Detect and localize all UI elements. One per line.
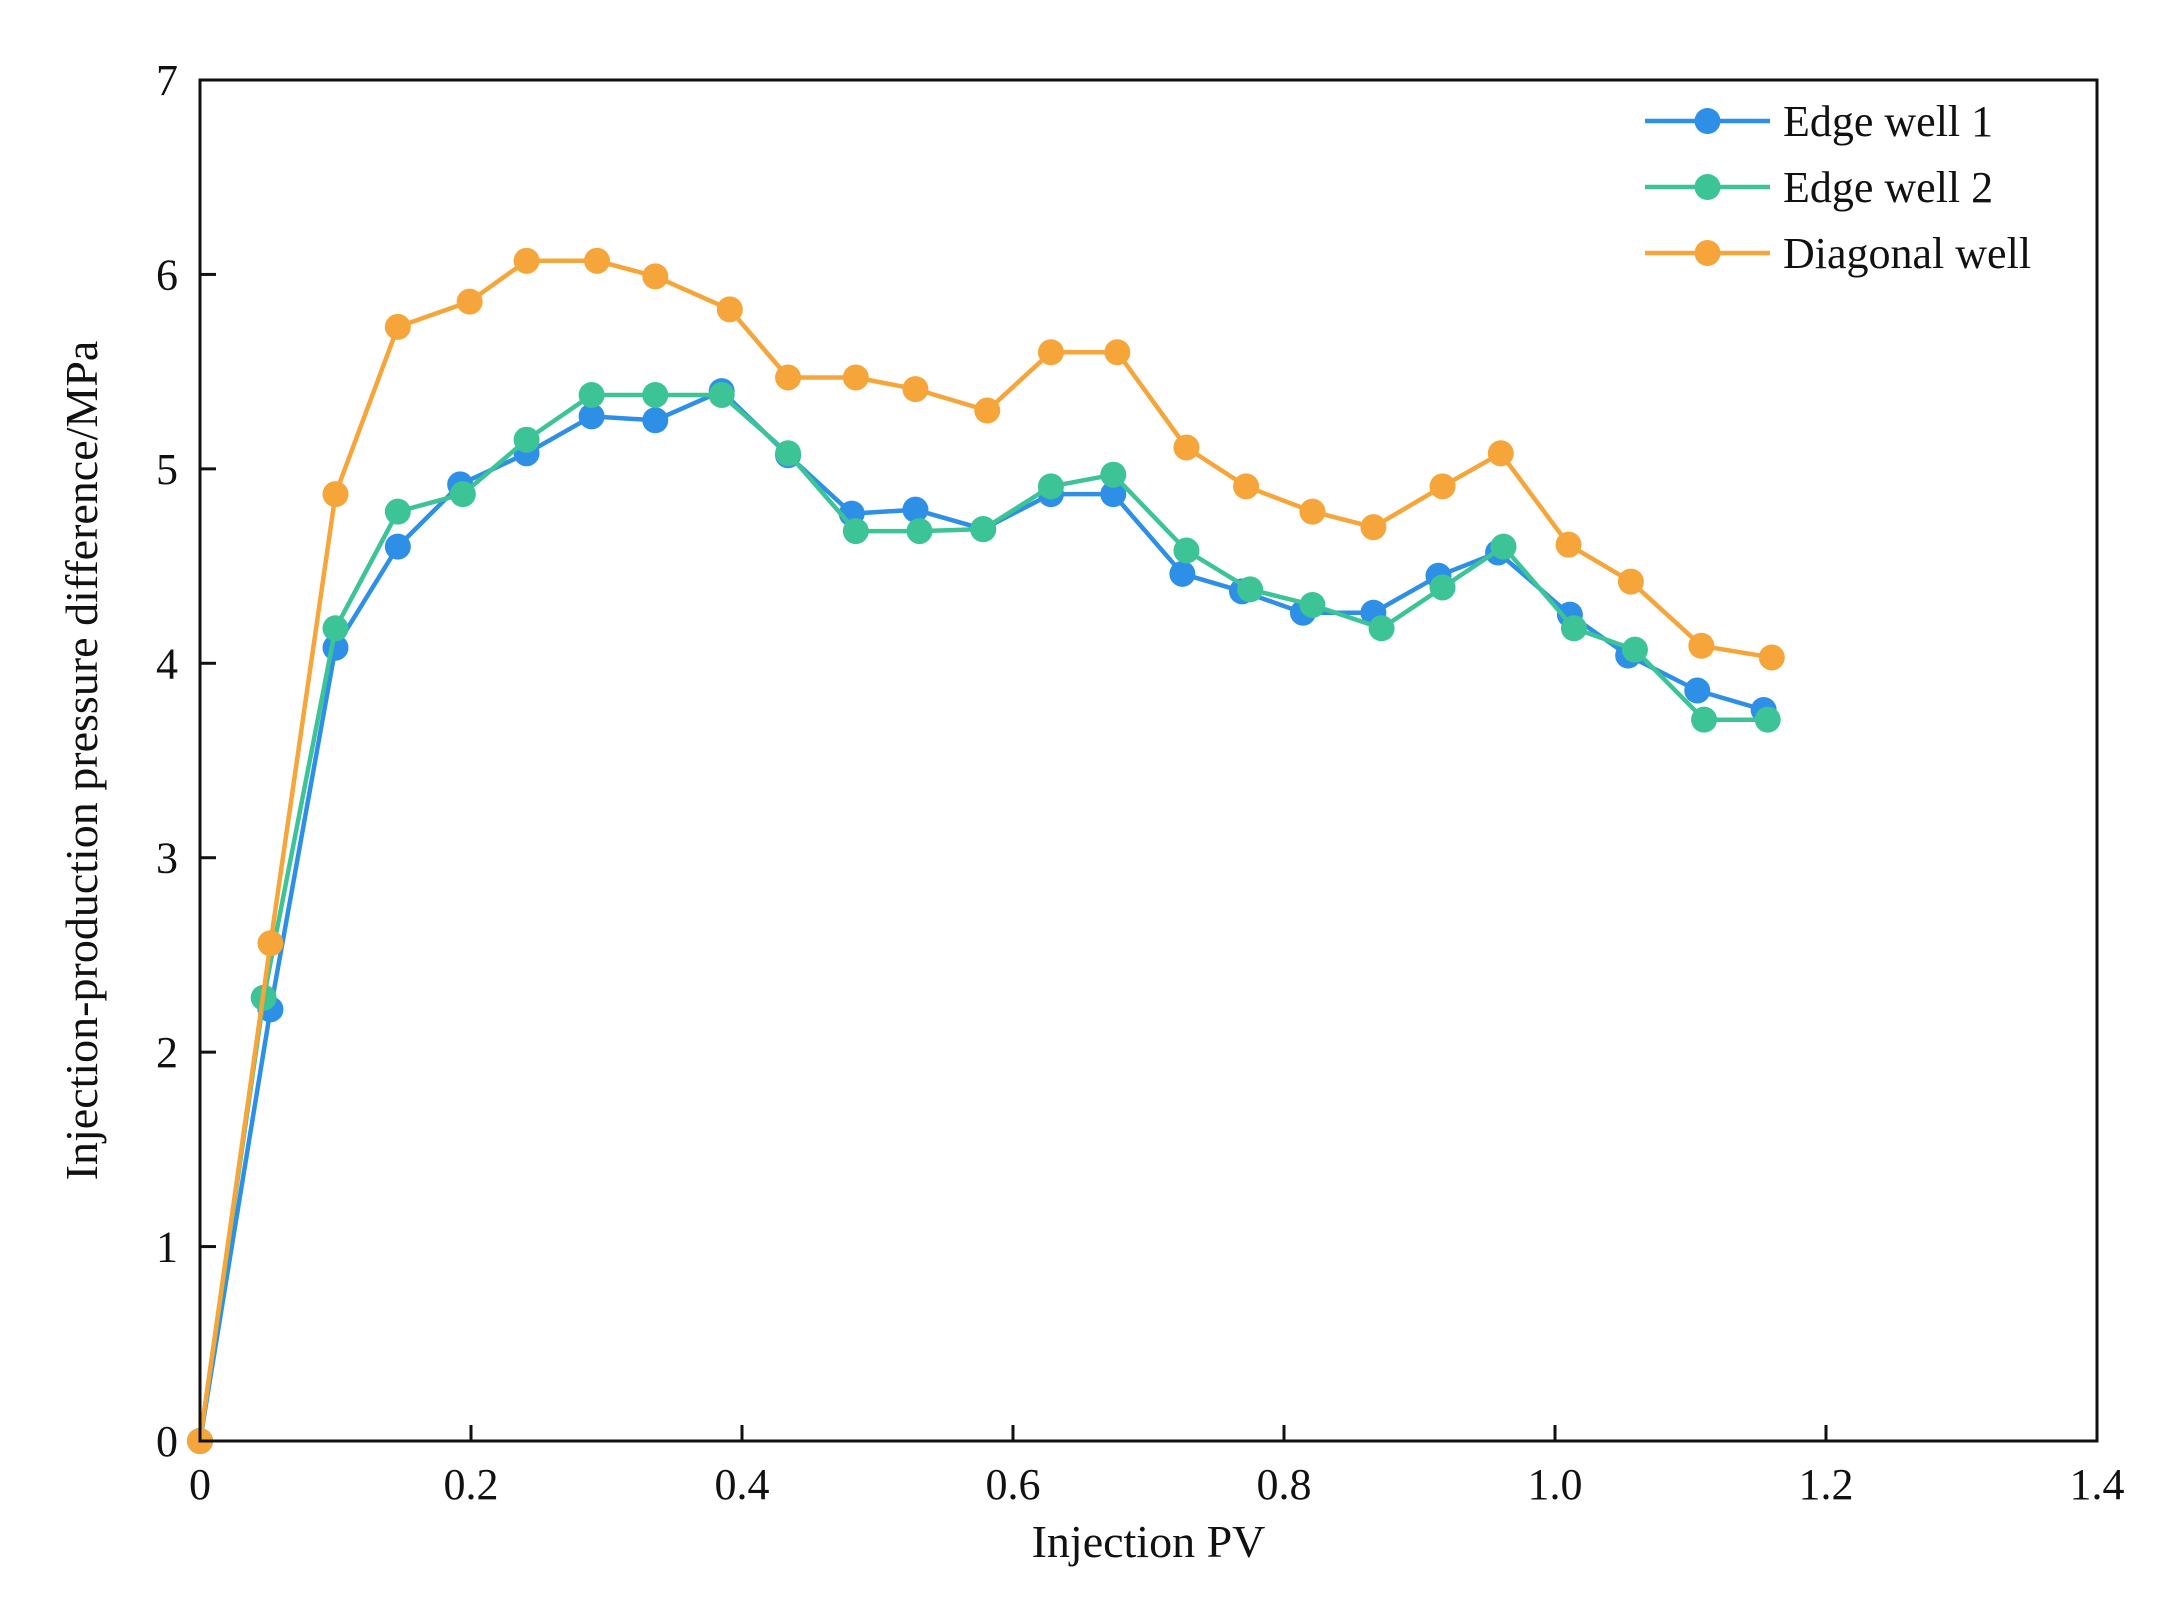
data-point (642, 263, 669, 290)
data-point (642, 381, 669, 408)
y-tick-label: 2 (156, 1028, 178, 1077)
legend-marker (1694, 108, 1721, 134)
data-point (1104, 339, 1131, 366)
data-point (322, 481, 349, 508)
data-point (1560, 615, 1587, 642)
x-tick-label: 1.2 (1799, 1460, 1854, 1509)
data-point (775, 364, 802, 391)
data-point (1368, 615, 1395, 642)
y-axis-title: Injection-production pressure difference… (56, 341, 107, 1181)
data-point (1758, 644, 1785, 671)
data-point (1173, 434, 1200, 461)
series-layer (187, 247, 1785, 1454)
data-point (1169, 560, 1196, 587)
legend-label: Edge well 1 (1783, 97, 1993, 146)
y-tick-label: 5 (156, 445, 178, 494)
legend-label: Diagonal well (1783, 229, 2031, 278)
data-point (1299, 591, 1326, 618)
y-tick-label: 1 (156, 1223, 178, 1272)
data-point (842, 518, 869, 545)
data-point (449, 481, 476, 508)
plot-frame (198, 78, 2099, 1443)
data-point (384, 313, 411, 340)
data-point (1684, 677, 1711, 704)
data-point (775, 440, 802, 467)
data-point (1037, 473, 1064, 500)
data-point (842, 364, 869, 391)
data-point (584, 247, 611, 274)
data-point (1173, 537, 1200, 564)
x-tick-label: 1.4 (2070, 1460, 2125, 1509)
data-point (1299, 498, 1326, 525)
axes-layer: 0 0.2 0.4 0.6 0.8 1.0 1.2 1.4 0 1 2 3 4 5 6 7 (156, 56, 2125, 1509)
data-point (257, 930, 284, 957)
x-tick-label: 0.4 (715, 1460, 770, 1509)
data-point (384, 533, 411, 560)
data-point (1100, 481, 1127, 508)
data-point (1429, 574, 1456, 601)
data-point (578, 381, 605, 408)
data-point (1621, 636, 1648, 663)
data-point (642, 407, 669, 434)
x-axis-title: Injection PV (1032, 1516, 1266, 1567)
legend: Edge well 1 Edge well 2 Diagonal well (1645, 97, 2031, 278)
x-tick-label: 1.0 (1528, 1460, 1583, 1509)
x-tick-label: 0.8 (1257, 1460, 1312, 1509)
data-point (1688, 632, 1715, 659)
data-point (906, 518, 933, 545)
data-point (1754, 706, 1781, 733)
data-point (970, 516, 997, 543)
legend-marker (1694, 174, 1721, 200)
data-point (1617, 568, 1644, 595)
data-point (513, 247, 540, 274)
data-point (1490, 533, 1517, 560)
data-point (1360, 514, 1387, 541)
data-point (1233, 473, 1260, 500)
data-point (1555, 531, 1582, 558)
x-tick-label: 0.6 (986, 1460, 1041, 1509)
data-point (384, 498, 411, 525)
data-point (1237, 576, 1264, 603)
x-tick-label: 0.2 (444, 1460, 499, 1509)
legend-label: Edge well 2 (1783, 163, 1993, 212)
data-point (1691, 706, 1718, 733)
legend-marker (1694, 240, 1721, 266)
data-point (322, 615, 349, 642)
data-point (716, 296, 743, 323)
y-tick-label: 0 (156, 1417, 178, 1466)
y-tick-label: 3 (156, 834, 178, 883)
data-point (1487, 440, 1514, 467)
series-3 (187, 247, 1785, 1454)
y-tick-label: 7 (156, 56, 178, 105)
data-point (1037, 339, 1064, 366)
y-tick-label: 6 (156, 250, 178, 299)
data-point (902, 496, 929, 523)
legend-item: Edge well 2 (1645, 163, 1993, 212)
legend-item: Edge well 1 (1645, 97, 1993, 146)
y-tick-label: 4 (156, 639, 178, 688)
data-point (578, 403, 605, 430)
data-point (902, 376, 929, 403)
data-point (513, 426, 540, 453)
data-point (708, 381, 735, 408)
data-point (974, 397, 1001, 424)
data-point (1429, 473, 1456, 500)
x-tick-label: 0 (189, 1460, 211, 1509)
legend-item: Diagonal well (1645, 229, 2031, 278)
data-point (1100, 461, 1127, 488)
data-point (456, 288, 483, 315)
